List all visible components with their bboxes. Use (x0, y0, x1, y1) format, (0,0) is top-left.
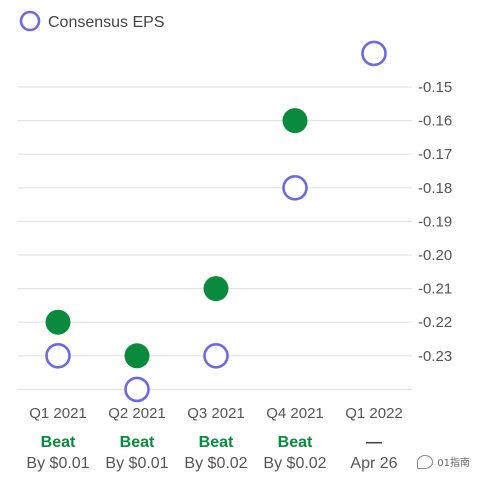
y-tick-label: -0.23 (418, 348, 452, 365)
wechat-icon (417, 454, 434, 469)
actual-eps-point (45, 309, 71, 335)
result-label: Beat (278, 434, 313, 451)
result-label: — (366, 434, 382, 451)
y-axis-ticks: -0.15 -0.16 -0.17 -0.18 -0.19 -0.20 -0.21 -0.22… (418, 79, 452, 365)
result-detail: By $0.01 (105, 455, 168, 472)
y-tick-label: -0.18 (418, 180, 452, 197)
result-detail: By $0.02 (263, 455, 326, 472)
consensus-eps-point (282, 175, 308, 201)
result-labels: Beat By $0.01 Beat By $0.01 Beat By $0.02 Beat… (26, 434, 397, 472)
legend-label: Consensus EPS (48, 14, 165, 31)
data-points (45, 40, 387, 403)
result-label: Beat (120, 434, 155, 451)
legend-marker (19, 10, 41, 32)
y-tick-label: -0.19 (418, 213, 452, 230)
actual-eps-point (282, 108, 308, 134)
y-tick-label: -0.20 (418, 247, 452, 264)
actual-eps-point (124, 343, 150, 369)
legend: Consensus EPS (19, 10, 165, 32)
watermark: 01指南 (417, 454, 470, 469)
consensus-eps-point (124, 376, 150, 403)
x-tick-label: Q2 2021 (108, 405, 166, 422)
result-detail: By $0.02 (184, 455, 247, 472)
result-detail: Apr 26 (350, 455, 397, 472)
y-tick-label: -0.22 (418, 314, 452, 331)
watermark-text: 01指南 (437, 458, 470, 469)
y-tick-label: -0.16 (418, 113, 452, 130)
x-tick-label: Q4 2021 (266, 405, 324, 422)
actual-eps-point (203, 276, 229, 302)
consensus-eps-point (45, 342, 71, 369)
y-tick-label: -0.17 (418, 146, 452, 163)
x-tick-label: Q1 2022 (345, 405, 403, 422)
y-tick-label: -0.21 (418, 281, 452, 298)
x-tick-label: Q1 2021 (29, 405, 87, 422)
x-axis-ticks: Q1 2021 Q2 2021 Q3 2021 Q4 2021 Q1 2022 (29, 405, 403, 422)
result-label: Beat (199, 434, 234, 451)
consensus-eps-point (203, 342, 229, 369)
y-tick-label: -0.15 (418, 79, 452, 96)
result-detail: By $0.01 (26, 455, 89, 472)
x-tick-label: Q3 2021 (187, 405, 245, 422)
result-label: Beat (41, 434, 76, 451)
consensus-eps-point (361, 40, 387, 67)
